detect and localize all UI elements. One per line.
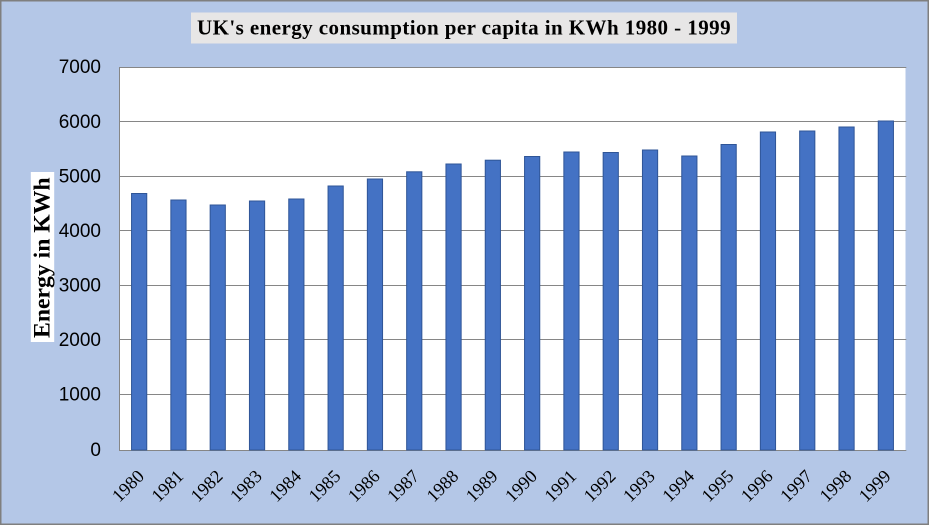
svg-text:3000: 3000 (59, 275, 101, 296)
svg-text:7000: 7000 (59, 57, 101, 78)
svg-text:2000: 2000 (59, 330, 101, 351)
svg-text:UK's energy consumption per ca: UK's energy consumption per capita in KW… (197, 16, 731, 40)
svg-text:1000: 1000 (59, 385, 101, 406)
svg-text:Energy in KWh: Energy in KWh (30, 177, 56, 338)
svg-text:6000: 6000 (59, 112, 101, 133)
svg-text:0: 0 (90, 440, 101, 461)
svg-text:5000: 5000 (59, 166, 101, 187)
svg-text:4000: 4000 (59, 221, 101, 242)
